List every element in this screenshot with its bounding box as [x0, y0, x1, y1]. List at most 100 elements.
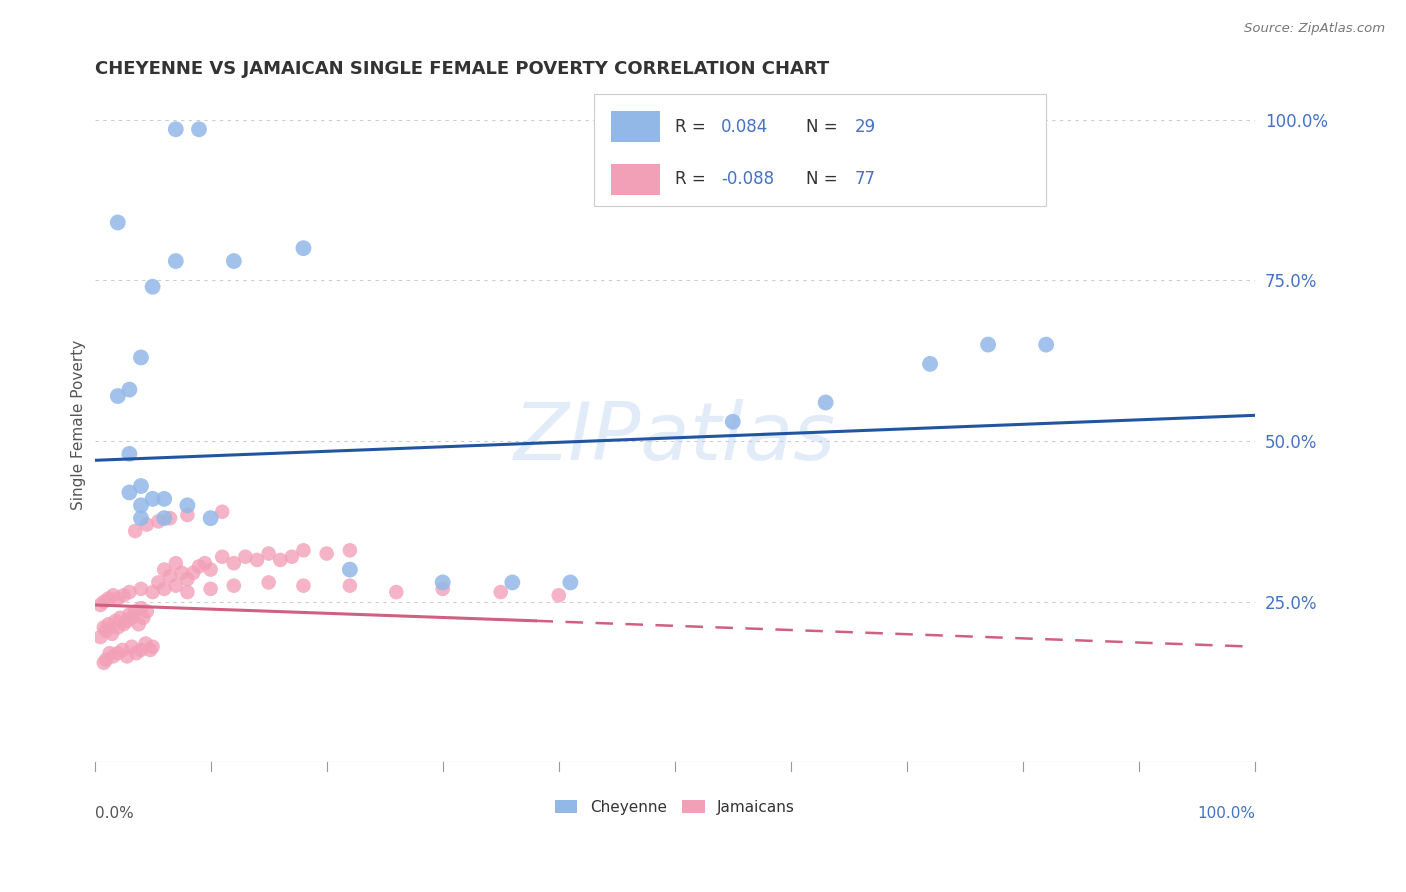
FancyBboxPatch shape: [612, 112, 659, 143]
Point: [165, 556, 187, 570]
Point: [142, 585, 165, 599]
Point: [107, 620, 129, 634]
Point: [89, 630, 111, 644]
Point: [501, 575, 523, 590]
Point: [292, 241, 315, 255]
Point: [129, 582, 152, 596]
Point: [489, 585, 512, 599]
Point: [121, 640, 143, 654]
Y-axis label: Single Female Poverty: Single Female Poverty: [72, 340, 86, 510]
Text: R =: R =: [675, 118, 711, 136]
Point: [118, 585, 141, 599]
Point: [153, 582, 176, 596]
Point: [135, 604, 157, 618]
Point: [200, 511, 222, 525]
Point: [129, 498, 152, 512]
Point: [115, 614, 138, 628]
Point: [129, 643, 152, 657]
Point: [93, 656, 115, 670]
Point: [93, 595, 115, 609]
Point: [432, 582, 454, 596]
Point: [721, 415, 744, 429]
Point: [188, 122, 211, 136]
Text: -0.088: -0.088: [721, 170, 775, 188]
Text: R =: R =: [675, 170, 711, 188]
Point: [124, 604, 146, 618]
Point: [112, 617, 135, 632]
Point: [222, 556, 245, 570]
Point: [142, 640, 165, 654]
Point: [135, 636, 157, 650]
Point: [111, 643, 134, 657]
Point: [121, 611, 143, 625]
Point: [107, 389, 129, 403]
Point: [142, 491, 165, 506]
Point: [181, 566, 204, 580]
Point: [107, 591, 129, 606]
Point: [118, 485, 141, 500]
Text: 29: 29: [855, 118, 876, 136]
Point: [159, 569, 181, 583]
Point: [124, 524, 146, 538]
Point: [211, 549, 233, 564]
FancyBboxPatch shape: [593, 95, 1046, 205]
Point: [1035, 337, 1057, 351]
Point: [142, 279, 165, 293]
Text: N =: N =: [806, 118, 842, 136]
Point: [104, 614, 127, 628]
Point: [257, 575, 280, 590]
Point: [920, 357, 942, 371]
Point: [339, 543, 361, 558]
Text: CHEYENNE VS JAMAICAN SINGLE FEMALE POVERTY CORRELATION CHART: CHEYENNE VS JAMAICAN SINGLE FEMALE POVER…: [94, 60, 828, 78]
Point: [560, 575, 582, 590]
Point: [97, 617, 120, 632]
Point: [118, 607, 141, 622]
Point: [977, 337, 1000, 351]
Point: [165, 254, 187, 268]
Point: [432, 575, 454, 590]
Point: [107, 646, 129, 660]
Point: [129, 479, 152, 493]
Point: [385, 585, 408, 599]
Point: [315, 547, 337, 561]
Point: [281, 549, 304, 564]
Point: [97, 591, 120, 606]
Point: [176, 585, 198, 599]
Point: [222, 579, 245, 593]
FancyBboxPatch shape: [612, 164, 659, 194]
Point: [153, 511, 176, 525]
Point: [159, 511, 181, 525]
Point: [222, 254, 245, 268]
Point: [101, 588, 124, 602]
Point: [339, 579, 361, 593]
Point: [107, 215, 129, 229]
Point: [125, 646, 148, 660]
Point: [292, 543, 315, 558]
Point: [129, 351, 152, 365]
Point: [132, 611, 155, 625]
Text: Source: ZipAtlas.com: Source: ZipAtlas.com: [1244, 22, 1385, 36]
Point: [118, 447, 141, 461]
Point: [101, 649, 124, 664]
Point: [148, 515, 170, 529]
Point: [176, 508, 198, 522]
Point: [98, 646, 121, 660]
Point: [292, 579, 315, 593]
Point: [128, 617, 150, 632]
Point: [153, 563, 176, 577]
Text: 100.0%: 100.0%: [1197, 806, 1256, 822]
Point: [129, 601, 152, 615]
Point: [129, 511, 152, 525]
Point: [115, 649, 138, 664]
Legend: Cheyenne, Jamaicans: Cheyenne, Jamaicans: [547, 792, 803, 822]
Point: [194, 556, 217, 570]
Point: [112, 588, 135, 602]
Text: ZIPatlas: ZIPatlas: [513, 400, 835, 477]
Text: 77: 77: [855, 170, 876, 188]
Point: [257, 547, 280, 561]
Point: [176, 498, 198, 512]
Point: [108, 611, 131, 625]
Point: [176, 572, 198, 586]
Text: 0.0%: 0.0%: [94, 806, 134, 822]
Point: [93, 620, 115, 634]
